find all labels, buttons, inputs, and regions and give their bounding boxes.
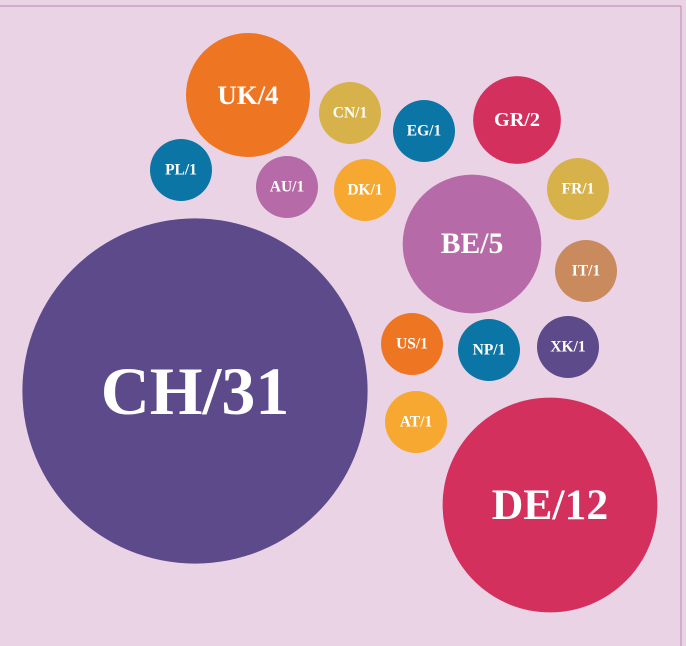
bubble <box>393 100 455 162</box>
bubble <box>473 76 561 164</box>
bubble <box>458 319 520 381</box>
bubble <box>547 158 609 220</box>
bubble <box>334 159 396 221</box>
bubble-label: DK/1 <box>347 182 382 199</box>
bubble <box>442 397 658 613</box>
bubble <box>381 313 443 375</box>
bubble <box>537 316 599 378</box>
bubble-label: US/1 <box>396 336 428 353</box>
bubble <box>22 218 368 564</box>
bubble-label: GR/2 <box>494 109 540 131</box>
bubble <box>150 139 212 201</box>
bubble-label: XK/1 <box>550 339 585 356</box>
bubble-label: CN/1 <box>333 105 367 122</box>
bubble <box>319 82 381 144</box>
bubble-label: NP/1 <box>473 342 506 359</box>
bubble <box>186 33 310 157</box>
bubble <box>402 174 542 314</box>
bubble-label: UK/4 <box>217 80 278 110</box>
bubble-label: CH/31 <box>101 353 290 429</box>
bubble <box>385 391 447 453</box>
bubble-label: DE/12 <box>492 481 609 529</box>
bubble-label: FR/1 <box>562 181 595 198</box>
bubble <box>555 240 617 302</box>
bubble <box>256 156 318 218</box>
bubble-label: EG/1 <box>407 123 441 140</box>
bubble-label: AT/1 <box>400 414 432 431</box>
bubble-label: IT/1 <box>572 263 600 280</box>
bubble-label: AU/1 <box>270 179 304 196</box>
bubble-label: PL/1 <box>165 162 197 179</box>
bubble-label: BE/5 <box>441 228 504 260</box>
